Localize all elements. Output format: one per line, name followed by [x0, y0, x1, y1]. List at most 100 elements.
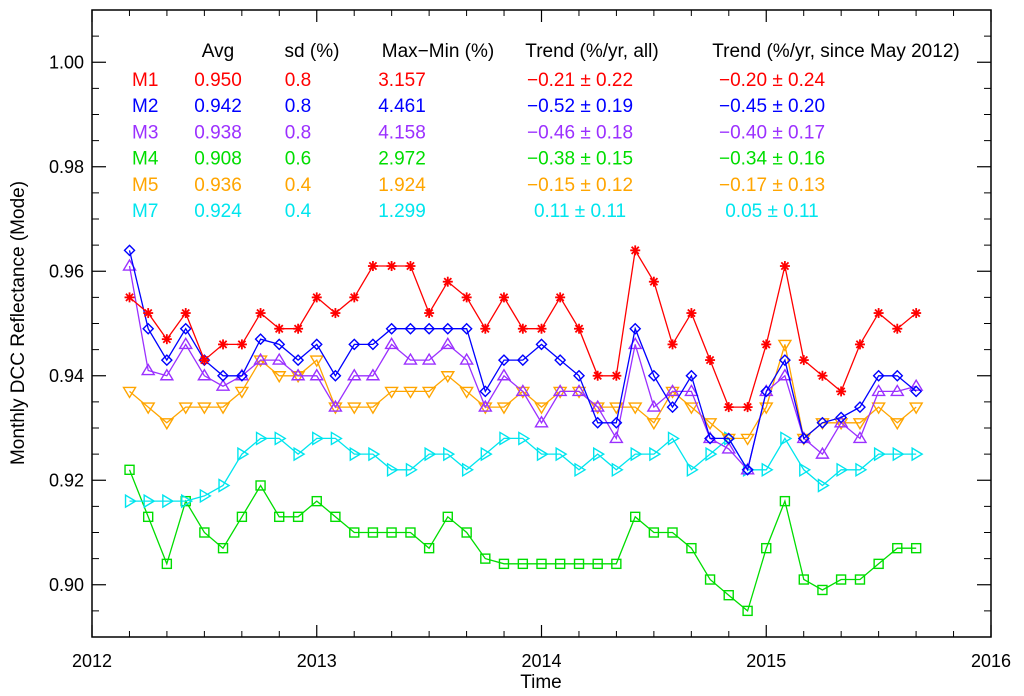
y-axis-title: Monthly DCC Reflectance (Mode) [8, 181, 29, 465]
asterisk-marker [255, 308, 266, 319]
triangle-down-marker [908, 402, 924, 415]
triangle-right-marker [817, 478, 830, 493]
asterisk-stroke [406, 261, 415, 271]
asterisk-stroke [256, 308, 265, 318]
triangle-right-marker [124, 493, 137, 509]
diamond-marker [160, 354, 173, 367]
square-marker [330, 511, 341, 523]
y-tick-label: 0.96 [49, 261, 84, 281]
diamond-marker [479, 385, 492, 398]
triangle-down-marker [421, 386, 437, 399]
triangle-right-marker [386, 462, 399, 478]
legend-cell-maxmin: 3.157 [378, 70, 426, 91]
legend-table: Avg sd (%) Max−Min (%) Trend (%/yr, all) Tre… [132, 41, 960, 222]
square-marker [517, 558, 529, 570]
triangle-down-marker [159, 418, 175, 431]
asterisk-stroke [181, 308, 190, 318]
square-marker [686, 542, 697, 554]
asterisk-marker [143, 308, 154, 319]
triangle-down-marker [665, 386, 680, 399]
triangle-down-marker [833, 418, 849, 431]
square-marker [142, 511, 154, 523]
asterisk-stroke [162, 334, 172, 344]
series-line-m7 [129, 437, 917, 502]
square-marker [536, 558, 547, 570]
diamond-marker [329, 369, 342, 382]
triangle-up-marker [440, 337, 456, 350]
legend-cell-name: M7 [132, 201, 158, 222]
triangle-down-marker [459, 386, 474, 399]
triangle-right-marker [199, 488, 212, 504]
triangle-right-marker [312, 431, 325, 446]
asterisk-marker [854, 339, 865, 350]
asterisk-stroke [911, 308, 921, 318]
x-tick-label: 2012 [72, 651, 112, 671]
diamond-marker [497, 354, 510, 367]
asterisk-stroke [424, 308, 434, 318]
asterisk-stroke [762, 340, 771, 349]
diamond-marker [423, 322, 436, 335]
x-axis-title: Time [520, 672, 562, 693]
legend-cell-name: M5 [132, 175, 158, 196]
asterisk-stroke [293, 324, 303, 333]
asterisk-marker [367, 261, 378, 272]
asterisk-marker [611, 370, 622, 381]
legend-cell-sd: 0.6 [285, 149, 311, 170]
legend-row-m3: M3 0.938 0.8 4.158 −0.46 ± 0.18 −0.40 ± 0.17 [132, 122, 825, 143]
legend-cell-avg: 0.908 [194, 149, 242, 170]
diamond-marker [516, 354, 529, 367]
square-marker [199, 527, 210, 538]
diamond-marker [778, 354, 791, 367]
triangle-up-marker [815, 446, 830, 459]
triangle-up-marker [571, 384, 587, 397]
legend-row-m2: M2 0.942 0.8 4.461 −0.52 ± 0.19 −0.45 ± 0.20 [132, 96, 825, 117]
diamond-marker [179, 322, 192, 335]
asterisk-marker [386, 261, 397, 272]
series-line-m2 [128, 250, 917, 472]
diamond-marker [760, 385, 773, 398]
legend-cell-trend: −0.46 ± 0.18 [527, 122, 633, 143]
legend-cell-sd: 0.8 [285, 122, 311, 143]
diamond-marker [123, 244, 136, 257]
diamond-marker [554, 354, 567, 367]
triangle-right-marker [443, 446, 456, 462]
diamond-marker [273, 338, 286, 351]
x-tick-label: 2016 [971, 651, 1011, 671]
asterisk-marker [761, 339, 772, 350]
triangle-right-marker [855, 462, 868, 478]
triangle-up-marker [140, 363, 156, 376]
square-marker [461, 527, 472, 538]
triangle-up-marker [684, 384, 699, 397]
legend-cell-name: M1 [132, 70, 158, 91]
triangle-up-marker [421, 352, 437, 365]
asterisk-stroke [237, 340, 247, 349]
triangle-down-marker [646, 418, 662, 431]
triangle-right-marker [405, 462, 418, 478]
diamond-marker [910, 385, 923, 398]
square-marker [761, 542, 772, 554]
triangle-right-marker [518, 431, 531, 446]
asterisk-stroke [799, 355, 809, 365]
square-marker [498, 558, 510, 570]
asterisk-marker [873, 308, 884, 319]
asterisk-marker [648, 276, 659, 287]
square-marker [892, 542, 903, 554]
x-tick-label: 2015 [746, 651, 786, 671]
triangle-down-marker [290, 371, 306, 384]
triangle-right-marker [536, 446, 549, 462]
diamond-marker [610, 416, 623, 429]
triangle-down-marker [890, 418, 905, 431]
legend-cell-sd: 0.8 [285, 96, 311, 117]
square-marker [554, 558, 566, 570]
square-marker [873, 558, 884, 570]
triangle-up-marker [721, 441, 736, 454]
triangle-up-marker [309, 368, 324, 381]
asterisk-stroke [499, 293, 509, 302]
asterisk-stroke [705, 355, 715, 365]
table-header: Trend (%/yr, all) [525, 41, 658, 62]
legend-cell-trend: −0.21 ± 0.22 [527, 70, 633, 91]
triangle-right-marker [686, 462, 699, 478]
diamond-marker [385, 322, 398, 335]
triangle-right-marker [349, 446, 362, 462]
square-marker [742, 605, 753, 617]
